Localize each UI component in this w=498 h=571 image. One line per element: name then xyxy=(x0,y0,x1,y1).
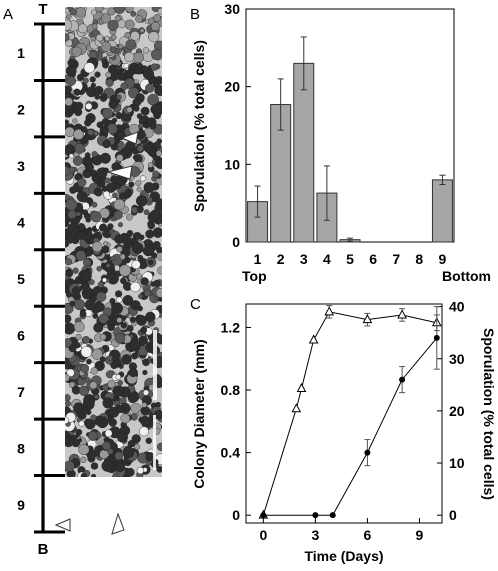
data-point xyxy=(399,376,406,383)
x-label-left: Top xyxy=(242,268,267,284)
y-right-tick-label: 10 xyxy=(449,455,465,471)
y-tick-label: 0 xyxy=(232,507,240,523)
data-point xyxy=(296,382,307,392)
data-point xyxy=(291,403,302,413)
micrograph-image xyxy=(54,7,162,535)
scale-segment-label: 3 xyxy=(17,158,25,174)
y-right-tick-label: 30 xyxy=(449,351,465,367)
y-tick-label: 0.8 xyxy=(221,382,241,398)
top-label: T xyxy=(38,1,47,18)
scale-segment-label: 9 xyxy=(17,497,25,513)
y-right-tick-label: 20 xyxy=(449,403,465,419)
arrowhead-icon xyxy=(106,165,133,180)
panel-b-letter: B xyxy=(190,6,200,23)
x-tick-label: 5 xyxy=(346,251,354,267)
data-point xyxy=(397,309,407,319)
scale-segment-label: 1 xyxy=(17,45,25,61)
scale-segment-label: 7 xyxy=(17,384,25,400)
data-point xyxy=(260,512,267,519)
x-tick-label: 7 xyxy=(392,251,400,267)
scale-segment-label: 2 xyxy=(17,102,25,118)
y-axis-title: Sporulation (% total cells) xyxy=(191,40,207,212)
scale-segment-label: 5 xyxy=(17,271,25,287)
data-point xyxy=(329,512,336,519)
arrowhead-icon xyxy=(54,518,71,532)
x-tick-label: 3 xyxy=(311,527,319,543)
panel-a-letter: A xyxy=(3,6,13,23)
data-point xyxy=(362,314,373,324)
bar xyxy=(431,179,453,243)
y-tick-label: 0 xyxy=(232,234,240,250)
y-tick-label: 10 xyxy=(224,156,240,172)
x-tick-label: 1 xyxy=(254,251,262,267)
data-point xyxy=(312,512,319,519)
x-tick-label: 4 xyxy=(323,251,331,267)
x-tick-label: 8 xyxy=(415,251,423,267)
x-label-right: Bottom xyxy=(442,268,491,284)
series-line xyxy=(263,337,438,516)
y-tick-label: 30 xyxy=(224,1,240,17)
x-tick-label: 9 xyxy=(416,527,424,543)
data-point xyxy=(324,306,335,316)
scale-segment-label: 8 xyxy=(17,440,25,456)
x-axis-title: Time (Days) xyxy=(304,548,383,564)
cell-texture xyxy=(65,7,162,477)
arrowhead-icon xyxy=(120,131,139,145)
scale-segment-label: 4 xyxy=(17,215,25,231)
data-point xyxy=(308,334,319,344)
position-scale: 1 2 3 4 5 6 7 8 9 xyxy=(17,22,65,534)
x-tick-label: 6 xyxy=(369,251,377,267)
bottom-label: B xyxy=(38,541,49,558)
y-tick-label: 20 xyxy=(224,79,240,95)
x-tick-label: 0 xyxy=(259,527,267,543)
y-right-axis-title: Sporulation (% total cells) xyxy=(481,328,497,500)
growth-line-chart: 0 3 6 9 0 0.4 0.8 1.2 0 10 20 30 40 Time (Days) Colony… xyxy=(191,299,497,564)
y-right-tick-label: 0 xyxy=(449,507,457,523)
y-right-tick-label: 40 xyxy=(449,299,465,315)
scale-segment-label: 6 xyxy=(17,327,25,343)
x-tick-label: 6 xyxy=(364,527,372,543)
y-tick-label: 1.2 xyxy=(221,319,241,335)
x-tick-label: 9 xyxy=(439,251,447,267)
panel-c-letter: C xyxy=(190,296,201,313)
data-point xyxy=(433,334,440,341)
x-tick-label: 3 xyxy=(300,251,308,267)
y-axis-title: Colony Diameter (mm) xyxy=(191,339,207,488)
x-tick-label: 2 xyxy=(277,251,285,267)
plot-frame xyxy=(245,303,443,524)
y-tick-label: 0.4 xyxy=(221,445,241,461)
sporulation-bar-chart: 0 10 20 30 1 2 3 4 5 6 7 8 9 Top Bottom Sporulation (% … xyxy=(191,1,491,284)
data-point xyxy=(364,449,371,456)
arrowhead-icon xyxy=(111,512,125,535)
